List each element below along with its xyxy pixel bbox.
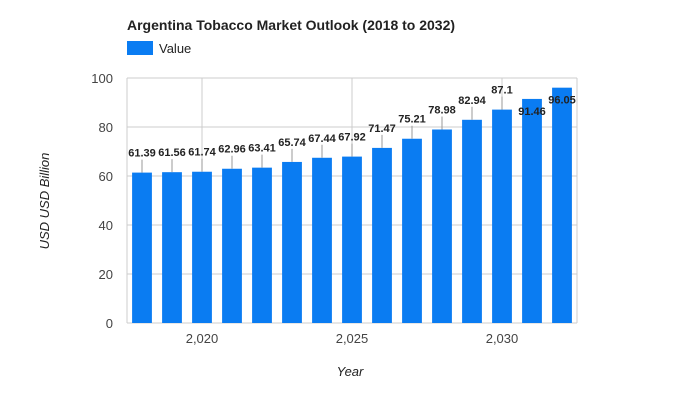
data-labels: 61.39 61.56 61.74 62.96 63.41 65.74 67.44 67.92… — [128, 85, 576, 173]
data-label: 63.41 — [248, 143, 276, 155]
data-label: 62.96 — [218, 144, 246, 156]
data-label: 71.47 — [368, 123, 396, 135]
x-axis-title: Year — [337, 364, 364, 379]
y-tick-label: 80 — [99, 120, 113, 135]
bar[interactable] — [432, 129, 452, 323]
data-label: 82.94 — [458, 95, 486, 107]
y-tick-label: 100 — [91, 71, 113, 86]
data-label: 67.92 — [338, 132, 366, 144]
y-axis-ticks: 0 20 40 60 80 100 — [91, 71, 113, 331]
x-tick-label: 2,025 — [336, 331, 369, 346]
bar[interactable] — [462, 119, 482, 323]
bar[interactable] — [342, 156, 362, 323]
x-tick-label: 2,030 — [486, 331, 519, 346]
legend-swatch — [127, 41, 153, 55]
data-label: 61.39 — [128, 148, 156, 160]
data-label: 67.44 — [308, 133, 336, 145]
bar[interactable] — [192, 171, 212, 323]
bar[interactable] — [312, 157, 332, 323]
data-label: 65.74 — [278, 137, 306, 149]
y-tick-label: 40 — [99, 218, 113, 233]
bar[interactable] — [162, 172, 182, 323]
bar[interactable] — [492, 109, 512, 323]
data-label: 91.46 — [518, 106, 546, 118]
bars — [132, 87, 572, 324]
bar[interactable] — [282, 161, 302, 323]
bar[interactable] — [252, 167, 272, 323]
bar[interactable] — [522, 98, 542, 323]
legend-label: Value — [159, 41, 191, 56]
chart-title: Argentina Tobacco Market Outlook (2018 t… — [127, 17, 455, 33]
data-label: 87.1 — [491, 85, 512, 97]
y-axis-title: USD USD Billion — [37, 153, 52, 250]
data-label: 96.05 — [548, 95, 576, 107]
bar[interactable] — [372, 147, 392, 323]
data-label: 75.21 — [398, 114, 426, 126]
y-tick-label: 0 — [106, 316, 113, 331]
y-tick-label: 20 — [99, 267, 113, 282]
legend[interactable]: Value — [127, 41, 191, 56]
data-label: 61.74 — [188, 147, 216, 159]
y-tick-label: 60 — [99, 169, 113, 184]
bar[interactable] — [222, 168, 242, 323]
x-axis-ticks: 2,020 2,025 2,030 — [186, 331, 519, 346]
data-label: 78.98 — [428, 104, 456, 116]
x-tick-label: 2,020 — [186, 331, 219, 346]
bar[interactable] — [132, 172, 152, 323]
bar[interactable] — [402, 138, 422, 323]
bar[interactable] — [552, 87, 572, 324]
data-label: 61.56 — [158, 147, 186, 159]
